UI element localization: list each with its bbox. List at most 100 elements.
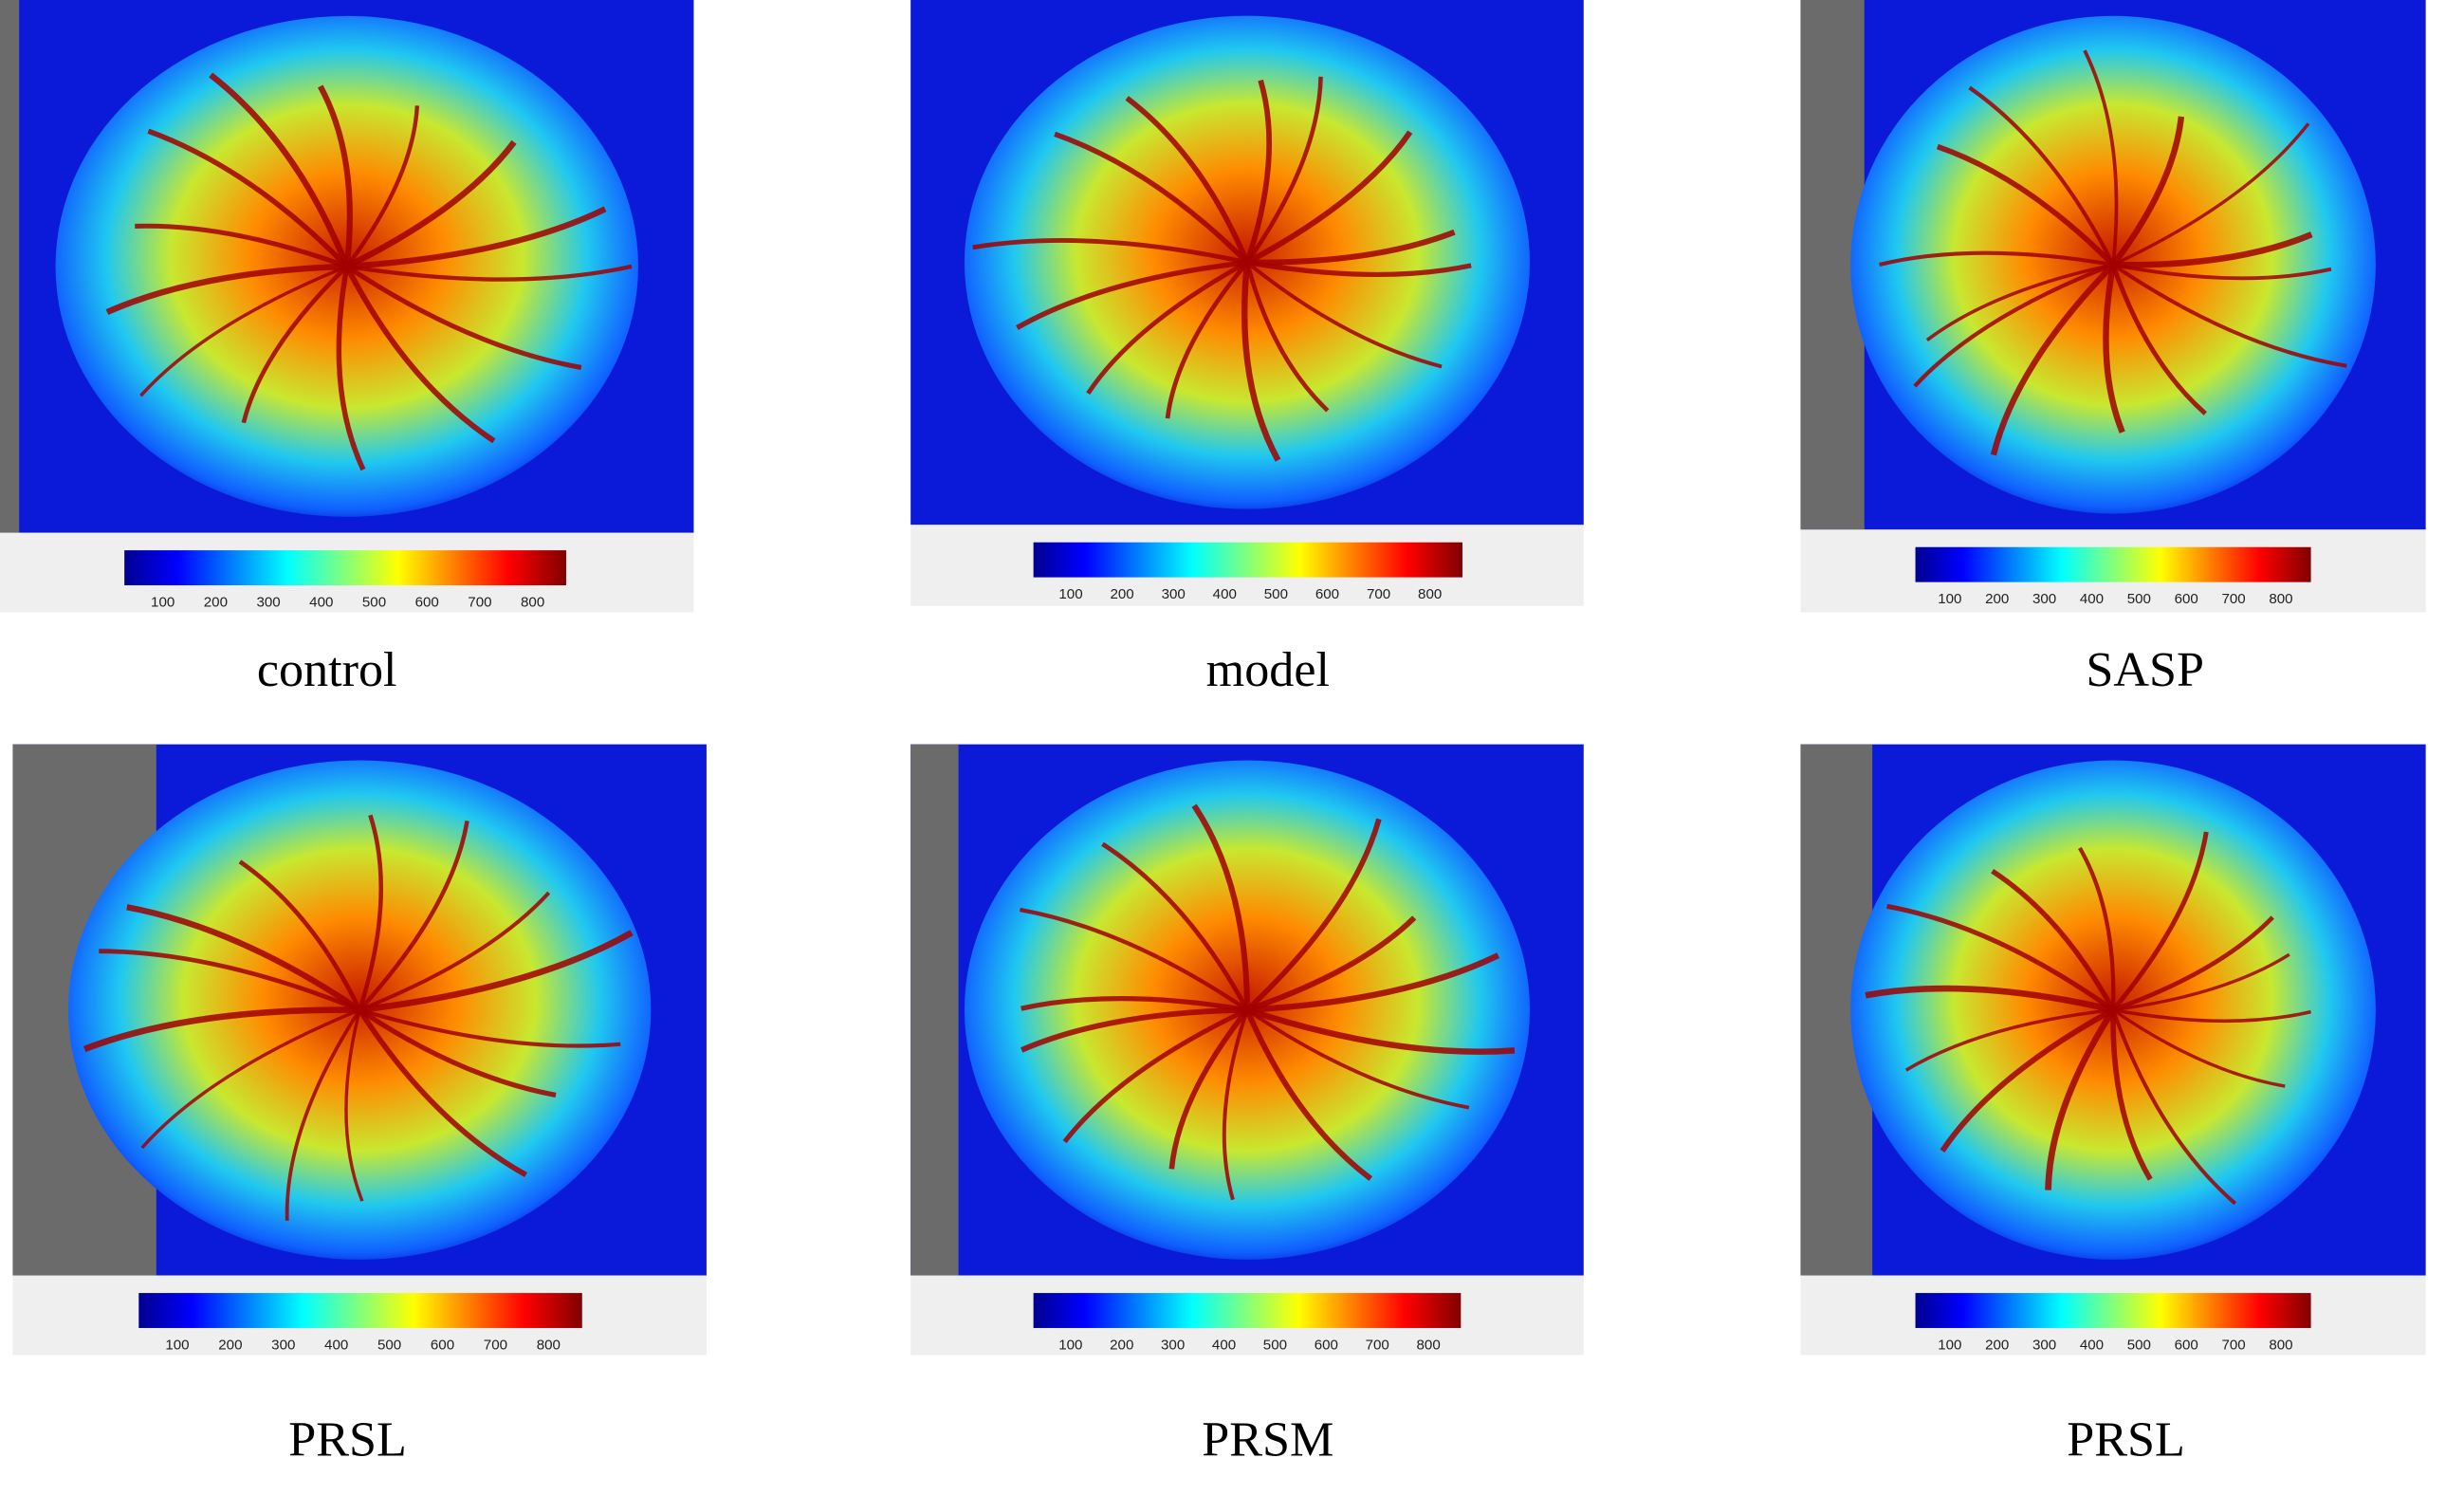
colorbar-tick-label: 400 [324,1337,348,1353]
vessel [1245,1008,1470,1110]
vessel [1245,76,1323,264]
colorbar-tick-label: 600 [415,594,439,610]
colorbar-tick-label: 100 [1058,586,1082,602]
colorbar [1915,546,2311,582]
colorbar-tick-label: 600 [1315,586,1339,602]
vessel [1925,263,2114,341]
vessel [1062,1007,1249,1144]
colorbar-tick-label: 100 [1938,1337,1961,1353]
vessel [1968,85,2115,267]
vessel [359,1007,621,1048]
colorbar-tick-label: 700 [484,1337,507,1353]
vessel [2112,915,2274,1012]
vessel [2112,1008,2286,1088]
panel-label: PRSL [2067,1412,2185,1467]
panel: 100 200 300 400 500 600 700 800 PRSL [1800,744,2426,1467]
vessel [344,105,420,268]
colorbar [1033,1293,1462,1328]
colorbar [124,550,566,585]
panel: 100 200 300 400 500 600 700 800 control [0,0,694,697]
vessel [357,1008,527,1178]
vessel [1016,259,1248,330]
vessel [2111,1008,2237,1206]
colorbar-tick-label: 600 [2175,591,2198,607]
vessel [1101,841,1250,1011]
colorbar-tick-label: 300 [2032,591,2056,607]
vessel [1244,1008,1373,1181]
colorbar-tick-label: 600 [2175,1337,2198,1353]
colorbar-tick-label: 300 [271,1337,295,1353]
vessel [1125,96,1250,264]
vessel [2110,1009,2153,1181]
panel: 100 200 300 400 500 600 700 800 PRSL [12,744,707,1467]
colorbar-tick-label: 200 [1110,1337,1133,1353]
colorbar-tick-label: 800 [1418,586,1442,602]
colorbar-tick-label: 200 [1985,1337,2009,1353]
vessel [2045,1007,2116,1190]
vessel [241,265,349,424]
colorbar-tick-label: 100 [165,1337,189,1353]
vessel [358,814,383,1011]
vessel [2103,264,2125,434]
colorbar-tick-label: 400 [1213,586,1237,602]
colorbar-tick-label: 500 [377,1337,401,1353]
vessel [1246,915,1417,1013]
colorbar-tick-label: 100 [151,594,175,610]
vessel [2078,846,2116,1010]
vessel [2112,1007,2311,1024]
vessel [1168,1007,1250,1170]
panel-label: PRSM [1202,1412,1333,1467]
vessel [346,206,607,269]
vessel [1245,1006,1516,1055]
vessel [1241,262,1281,462]
vessel [2083,49,2119,266]
colorbar-tick-label: 700 [468,594,491,610]
colorbar-tick-label: 300 [256,594,280,610]
vessel [2112,263,2332,281]
vessel [126,904,361,1013]
vessel [1021,1006,1248,1053]
vessel [358,820,469,1012]
panel-label: SASP [2086,643,2204,697]
vessel [2112,122,2310,267]
vessel [344,265,496,444]
vessel [336,266,366,471]
image-mask [910,744,959,1276]
colorbar-tick-label: 800 [2269,1337,2292,1353]
vessel [1990,262,2116,456]
vessel [1222,1009,1249,1201]
vessel [345,264,582,370]
vessel [135,223,348,269]
vessel [1244,79,1273,264]
vessel [2111,263,2347,368]
colorbar-tick-label: 200 [218,1337,242,1353]
vessel [1245,130,1413,266]
vessel [1021,996,1248,1013]
colorbar-tick-label: 500 [2127,591,2151,607]
colorbar-tick-label: 500 [362,594,386,610]
vessel [209,72,350,268]
vessel [318,84,353,268]
vessel [1086,260,1249,396]
vessel [1246,952,1500,1013]
colorbar-tick-label: 300 [1161,1337,1185,1353]
colorbar-tick-label: 200 [1985,591,2009,607]
vessel [346,264,633,282]
vessel [2110,116,2185,268]
vessel [139,265,348,397]
vessel [1936,143,2116,268]
colorbar-tick-label: 500 [2127,1337,2151,1353]
colorbar-tick-label: 200 [204,594,228,610]
colorbar [138,1293,582,1328]
panel-label: PRSL [288,1412,407,1467]
vessel [1904,1007,2114,1072]
colorbar-tick-label: 300 [1162,586,1186,602]
vessel [358,1007,557,1098]
vessel [2110,264,2207,415]
colorbar-tick-label: 100 [1058,1337,1082,1353]
vessel [1245,818,1382,1012]
colorbar-tick-label: 700 [2221,1337,2245,1353]
vessel [1991,868,2116,1011]
colorbar-tick-label: 300 [2032,1337,2056,1353]
vessel [1244,262,1330,413]
